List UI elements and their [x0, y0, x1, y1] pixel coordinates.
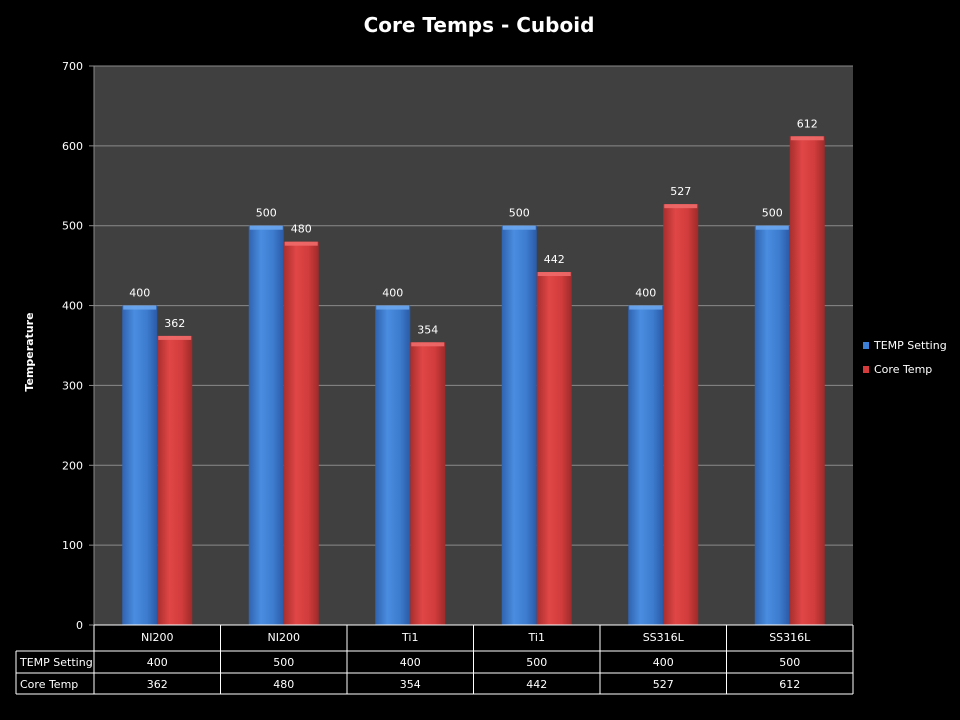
bar-temp-setting	[248, 225, 284, 625]
x-category-label: Ti1	[528, 631, 545, 644]
table-cell: 400	[653, 656, 674, 669]
table-cell: 480	[273, 678, 294, 691]
y-axis-label: Temperature	[23, 312, 36, 391]
bar-temp-setting	[628, 305, 664, 625]
data-label: 612	[797, 117, 818, 130]
legend-label: Core Temp	[874, 363, 932, 376]
data-label: 400	[129, 287, 150, 300]
data-label: 527	[670, 185, 691, 198]
data-label: 480	[291, 223, 312, 236]
data-label: 400	[382, 287, 403, 300]
bar-top-bevel	[284, 241, 318, 246]
table-cell: 400	[400, 656, 421, 669]
y-tick-label: 300	[62, 379, 83, 392]
legend-label: TEMP Setting	[873, 339, 947, 352]
bar-top-bevel	[502, 225, 536, 230]
bar-top-bevel	[537, 272, 571, 277]
x-category-label: NI200	[268, 631, 300, 644]
bar-top-bevel	[158, 335, 192, 340]
bar-core-temp	[410, 342, 446, 625]
y-tick-label: 400	[62, 300, 83, 313]
data-label: 362	[164, 317, 185, 330]
bar-top-bevel	[411, 342, 445, 347]
bar-top-bevel	[249, 225, 283, 230]
bar-core-temp	[283, 241, 319, 625]
y-tick-label: 700	[62, 60, 83, 73]
table-cell: 442	[526, 678, 547, 691]
y-tick-label: 200	[62, 459, 83, 472]
bar-core-temp	[536, 272, 572, 625]
bar-top-bevel	[755, 225, 789, 230]
table-cell: 362	[147, 678, 168, 691]
data-label: 500	[256, 207, 277, 220]
bar-temp-setting	[122, 305, 158, 625]
bar-temp-setting	[501, 225, 537, 625]
data-label: 442	[544, 253, 565, 266]
data-label: 400	[635, 287, 656, 300]
table-cell: 500	[526, 656, 547, 669]
bar-top-bevel	[629, 305, 663, 310]
table-cell: 354	[400, 678, 421, 691]
x-category-label: SS316L	[643, 631, 685, 644]
x-category-label: NI200	[141, 631, 173, 644]
x-category-label: SS316L	[769, 631, 811, 644]
table-cell: 400	[147, 656, 168, 669]
table-cell: 500	[779, 656, 800, 669]
y-tick-label: 100	[62, 539, 83, 552]
bar-top-bevel	[123, 305, 157, 310]
data-label: 354	[417, 323, 438, 336]
bar-core-temp	[663, 204, 699, 625]
bar-top-bevel	[664, 204, 698, 209]
table-row-label: TEMP Setting	[19, 656, 93, 669]
table-row-label: Core Temp	[20, 678, 78, 691]
y-tick-label: 600	[62, 140, 83, 153]
table-cell: 527	[653, 678, 674, 691]
y-tick-label: 0	[76, 619, 83, 632]
bar-core-temp	[789, 136, 825, 625]
bar-top-bevel	[790, 136, 824, 141]
y-tick-label: 500	[62, 220, 83, 233]
table-cell: 500	[273, 656, 294, 669]
legend-swatch	[863, 342, 869, 349]
bar-core-temp	[157, 335, 193, 625]
x-category-label: Ti1	[401, 631, 418, 644]
plot-area	[94, 66, 853, 625]
data-label: 500	[762, 207, 783, 220]
data-label: 500	[509, 207, 530, 220]
bar-temp-setting	[375, 305, 411, 625]
bar-top-bevel	[376, 305, 410, 310]
legend-swatch	[863, 366, 869, 373]
bar-temp-setting	[754, 225, 790, 625]
table-cell: 612	[779, 678, 800, 691]
chart-title: Core Temps - Cuboid	[364, 13, 595, 37]
